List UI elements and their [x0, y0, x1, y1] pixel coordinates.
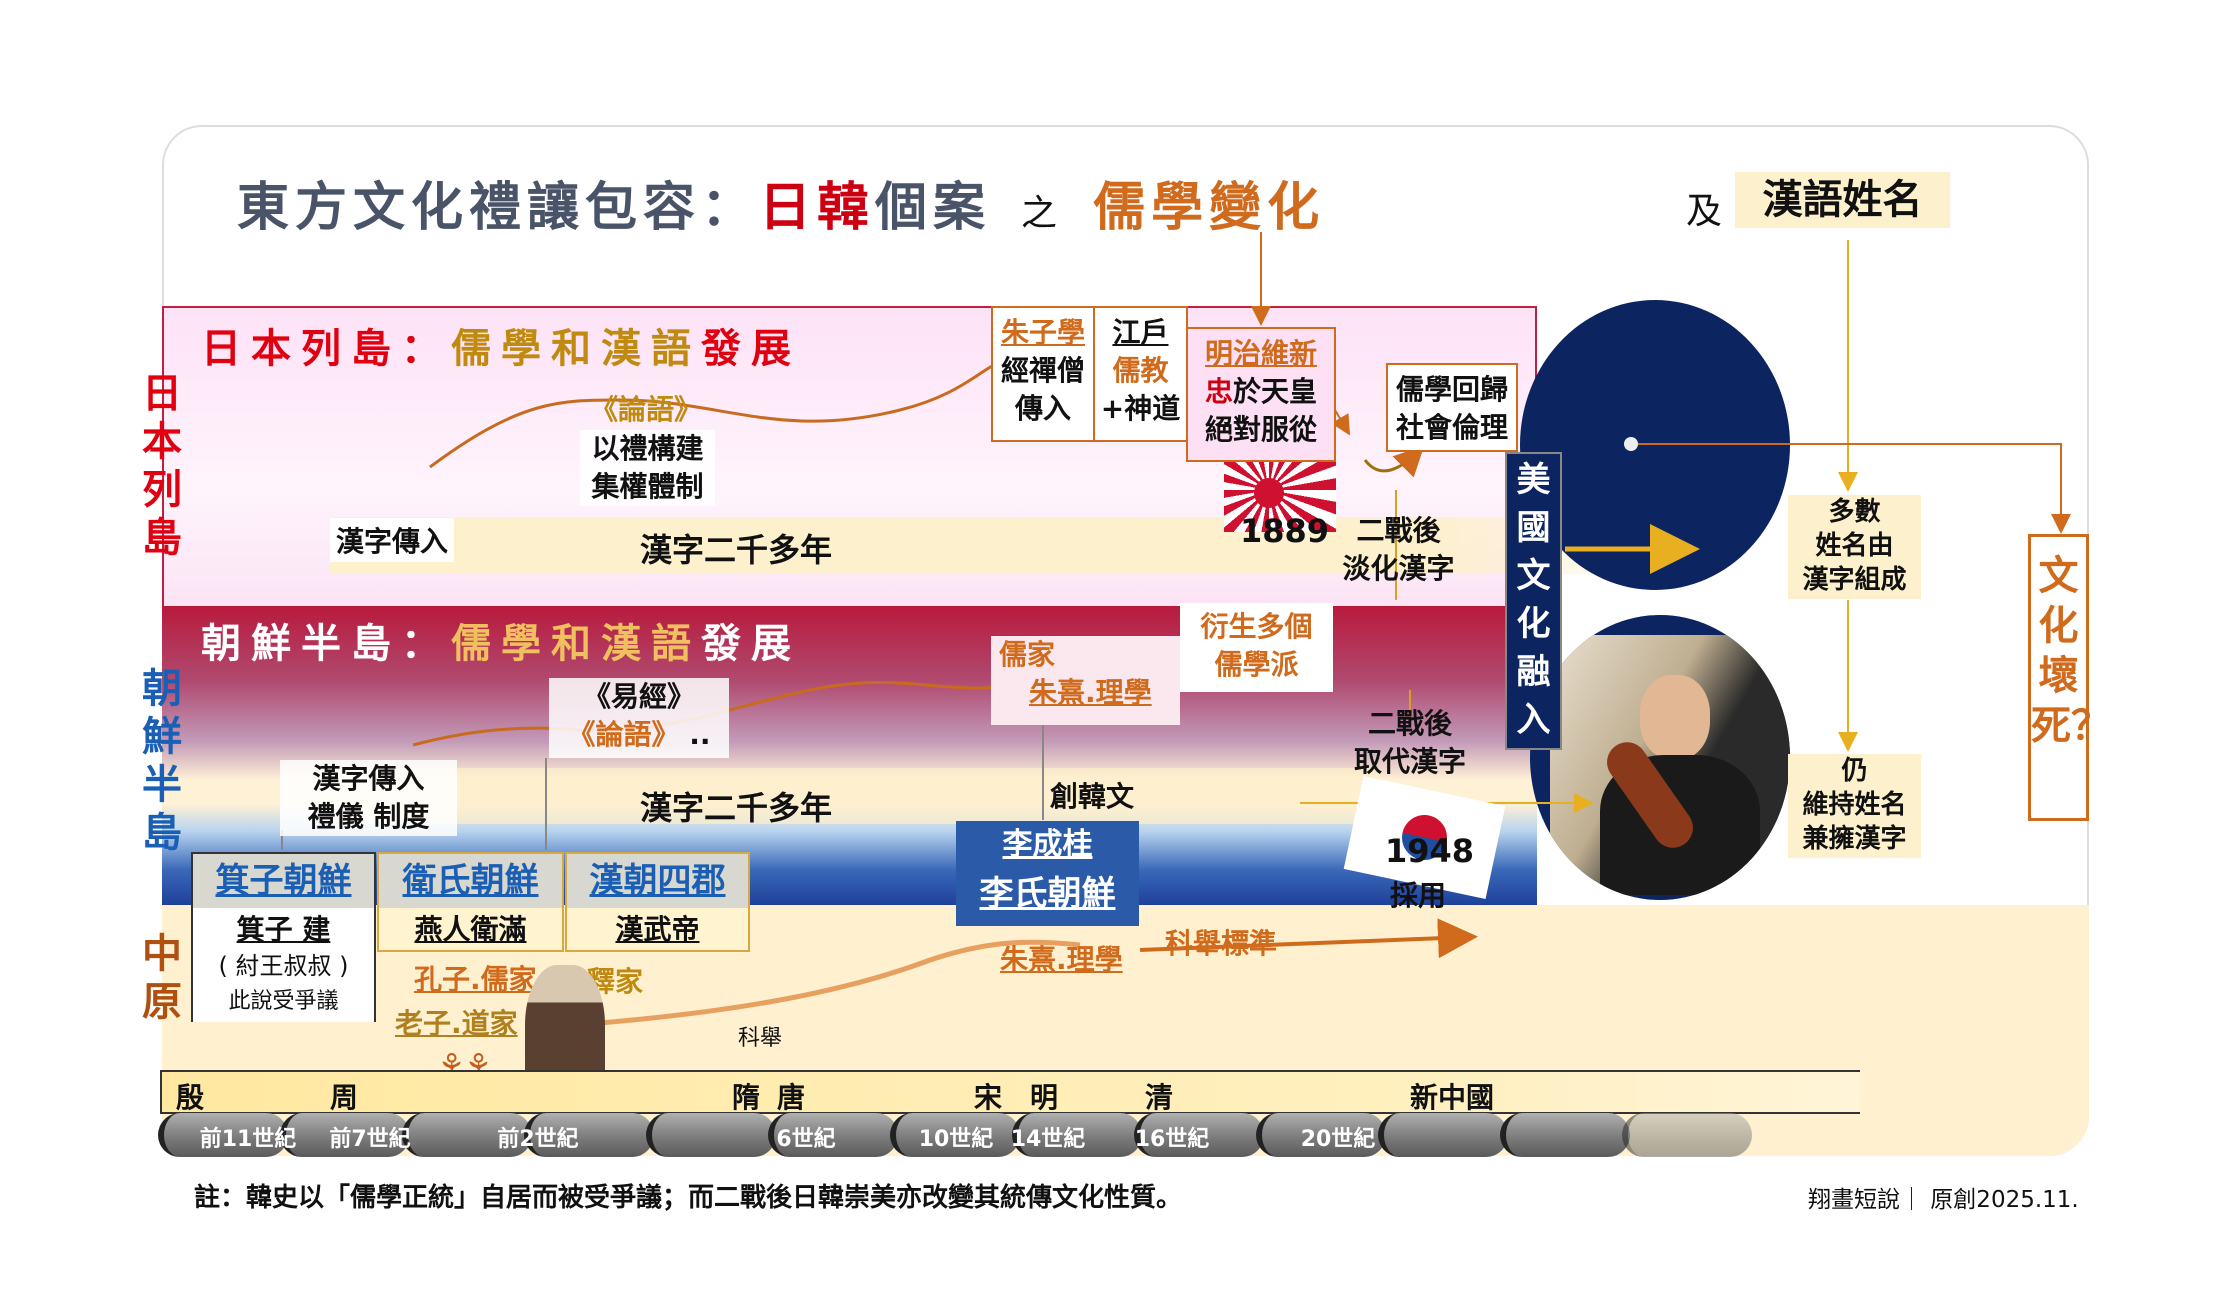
laozi-label: 老子.道家: [395, 1007, 518, 1040]
japan-centralized-system: 以禮構建 集權體制: [580, 430, 715, 506]
century-label: 16世紀: [1134, 1127, 1210, 1152]
century-label: 前7世紀: [329, 1127, 411, 1152]
century-scale: 前11世紀 前7世紀 前2世紀 6世紀 10世紀 14世紀 16世紀 20世紀: [158, 1113, 1878, 1157]
dynasty: 殷: [176, 1081, 205, 1114]
korea-kanji-rites-box: 漢字傳入 禮儀 制度: [280, 760, 457, 836]
dynasty-timeline: 殷 周 隋 唐 宋 明 清 新中國: [160, 1070, 1860, 1114]
hangul-creation: 創韓文: [1050, 780, 1135, 813]
edo-box: 江戶 儒教 +神道: [1093, 306, 1188, 442]
century-label: 6世紀: [776, 1127, 836, 1152]
label-japan: 日本列島: [142, 371, 182, 561]
footnote: 註：韓史以「儒學正統」自居而被受爭議；而二戰後日韓崇美亦改變其統傳文化性質。: [194, 1183, 1183, 1213]
dynasty: 周: [330, 1081, 359, 1114]
dynasty: 宋: [974, 1081, 1003, 1114]
keju-label: 科舉: [738, 1026, 783, 1051]
korea-adopt: 採用: [1390, 879, 1447, 912]
korea-kanji-years: 漢字二千多年: [640, 789, 833, 827]
japan-kanji-intro: 漢字傳入: [330, 518, 455, 562]
korea-classics-box: 《易經》 《論語》 ..: [549, 678, 729, 758]
century-label: 前2世紀: [497, 1127, 579, 1152]
japan-header: 日本列島：儒學和漢語發展: [201, 326, 801, 372]
kingdom-gija: 箕子朝鮮 箕子 建( 紂王叔叔 ) 此說受爭議: [191, 852, 376, 1022]
japan-postwar: 二戰後 淡化漢字: [1342, 514, 1455, 585]
japan-kanji-years: 漢字二千多年: [640, 531, 833, 569]
main-title: 東方文化禮讓包容：日韓個案之儒學變化: [237, 178, 1326, 238]
keju-standard: 科舉標準: [1165, 927, 1278, 960]
dynasty: 新中國: [1410, 1081, 1495, 1114]
century-label: 20世紀: [1300, 1127, 1376, 1152]
connector-dot: [1624, 437, 1638, 451]
korea-schools-box: 衍生多個 儒學派: [1180, 603, 1333, 692]
japan-curve: [429, 360, 1001, 469]
japan-names-note: 多數 姓名由 漢字組成: [1788, 495, 1921, 599]
korea-postwar: 二戰後 取代漢字: [1353, 707, 1466, 778]
joseon-box: 李成桂 李氏朝鮮: [956, 821, 1139, 926]
label-china: 中原: [142, 931, 182, 1025]
kingdom-wiman: 衛氏朝鮮 燕人衛滿: [377, 852, 564, 952]
meiji-box: 明治維新 忠於天皇 絕對服從: [1186, 327, 1336, 462]
us-culture-label: 美國文化融入: [1505, 452, 1562, 750]
century-label: 10世紀: [918, 1127, 994, 1152]
china-curve: [599, 939, 1081, 1026]
korea-kanji-band: [330, 768, 1380, 824]
confucius-label: 孔子.儒家: [414, 963, 537, 996]
conclusion-box: 文化壞死？: [2028, 534, 2111, 821]
century-label: 前11世紀: [199, 1127, 297, 1152]
and-text: 及: [1686, 191, 1723, 232]
keju-arrow: [1139, 918, 1478, 959]
confucian-return-box: 儒學回歸 社會倫理: [1386, 363, 1518, 452]
century-label: 14世紀: [1010, 1127, 1086, 1152]
china-zhuxi: 朱熹.理學: [1000, 943, 1123, 976]
japan-year: 1889: [1240, 512, 1330, 550]
korea-names-note: 仍維持姓名 兼擁漢字: [1788, 754, 1921, 858]
label-korea: 朝鮮半島: [142, 666, 182, 856]
zhuzi-box: 朱子學 經禪僧 傳入: [991, 306, 1095, 442]
korea-year: 1948: [1385, 832, 1475, 870]
korea-zhuxi-box: 儒家 朱熹.理學: [991, 636, 1180, 725]
dynasty: 唐: [777, 1081, 806, 1114]
photo: [1530, 615, 1790, 900]
credit: 翔畫短說｜ 原創2025.11.: [1808, 1187, 2079, 1213]
korea-header: 朝鮮半島：儒學和漢語發展: [201, 621, 801, 667]
kingdom-han-commanderies: 漢朝四郡 漢武帝: [565, 852, 750, 952]
rising-sun-flag-icon: [1224, 462, 1336, 532]
japan-lunyu: 《論語》: [590, 393, 703, 426]
dynasty: 明: [1030, 1081, 1059, 1114]
dynasty: 隋: [732, 1081, 761, 1114]
chinese-names-label: 漢語姓名: [1735, 172, 1950, 228]
japan-kanji-band: [330, 517, 1690, 574]
dynasty: 清: [1145, 1081, 1174, 1114]
